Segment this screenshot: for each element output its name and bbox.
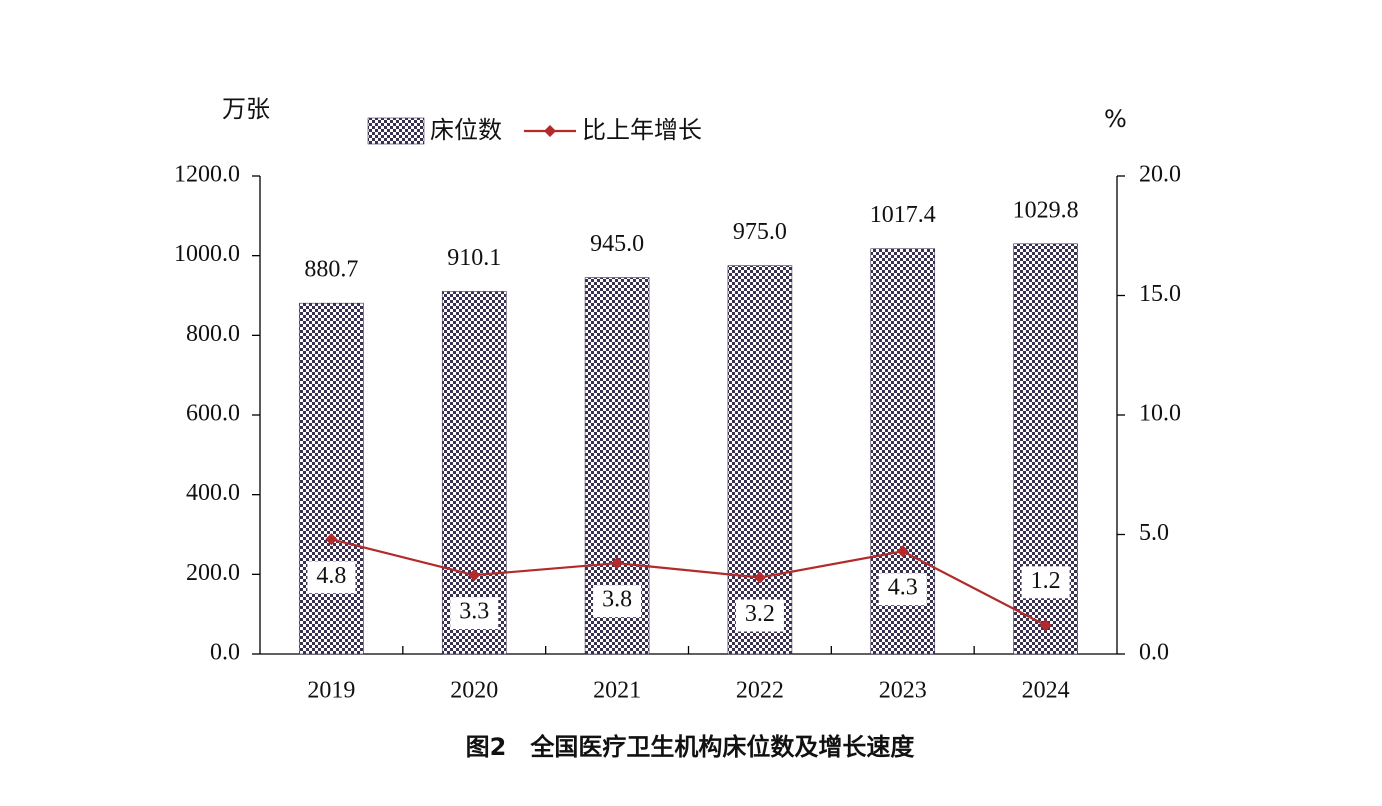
legend-label: 床位数: [430, 116, 502, 144]
x-tick-label: 2020: [450, 678, 498, 704]
bar-value-label: 1029.8: [1013, 197, 1079, 223]
line-label-box: [878, 573, 927, 606]
y-axis-label: 万张: [222, 95, 270, 123]
y2-tick-label: 20.0: [1139, 162, 1181, 188]
legend-swatch: [367, 117, 425, 145]
line-label-box: [307, 561, 356, 594]
line-value-label: 3.8: [602, 587, 632, 613]
line-value-label: 3.3: [459, 599, 489, 625]
x-tick-label: 2021: [593, 678, 641, 704]
line-marker: [325, 533, 338, 546]
bar-value-label: 910.1: [447, 245, 501, 271]
y2-tick-label: 0.0: [1139, 640, 1169, 666]
y2-tick-label: 5.0: [1139, 520, 1169, 546]
y-tick-label: 800.0: [186, 321, 240, 347]
line-marker: [468, 569, 481, 582]
x-tick-label: 2019: [307, 678, 355, 704]
line-value-label: 1.2: [1031, 568, 1061, 594]
line: [331, 538, 1047, 627]
bar-value-label: 1017.4: [870, 202, 936, 228]
x-tick-label: 2023: [879, 678, 927, 704]
bar: [299, 302, 364, 655]
bar-value-label: 975.0: [733, 219, 787, 245]
line-label-box: [1021, 566, 1070, 599]
bar-value-label: 945.0: [590, 231, 644, 257]
line-marker: [753, 571, 766, 584]
chart-title: 图2 全国医疗卫生机构床位数及增长速度: [466, 733, 916, 761]
bar-value-label: 880.7: [304, 257, 358, 283]
y-tick-label: 200.0: [186, 560, 240, 586]
y-tick-label: 0.0: [210, 640, 240, 666]
line-value-label: 4.8: [316, 563, 346, 589]
y-tick-label: 1200.0: [174, 162, 240, 188]
line-value-label: 4.3: [888, 575, 918, 601]
x-tick-label: 2024: [1022, 678, 1070, 704]
y-tick-label: 600.0: [186, 401, 240, 427]
y-tick-label: 400.0: [186, 480, 240, 506]
legend-marker: [544, 125, 556, 137]
line-value-label: 3.2: [745, 601, 775, 627]
y2-tick-label: 10.0: [1139, 401, 1181, 427]
x-tick-label: 2022: [736, 678, 784, 704]
bar: [727, 265, 793, 655]
line-marker: [1039, 619, 1052, 632]
line-label-box: [593, 585, 642, 618]
y2-tick-label: 15.0: [1139, 281, 1181, 307]
line-label-box: [450, 597, 499, 630]
bar: [441, 291, 507, 655]
line-label-box: [735, 599, 784, 632]
line-marker: [611, 557, 624, 570]
y-tick-label: 1000.0: [174, 241, 240, 267]
legend-label: 比上年增长: [582, 116, 702, 144]
y2-axis-label: %: [1104, 105, 1127, 133]
line-marker: [896, 545, 909, 558]
